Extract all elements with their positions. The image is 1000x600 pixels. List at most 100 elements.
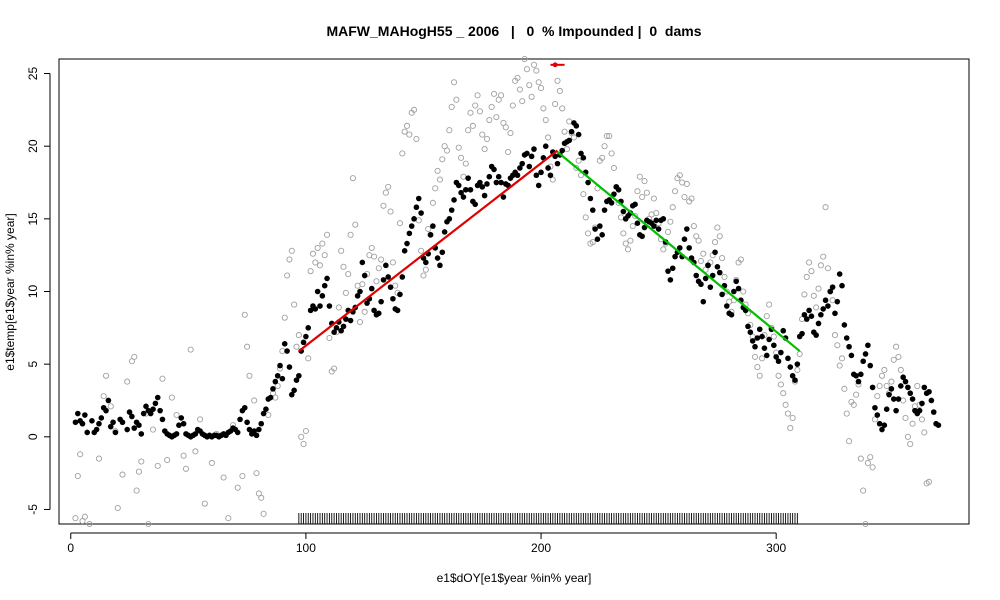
grey-point <box>288 247 295 254</box>
black-point <box>655 226 662 232</box>
grey-point <box>542 116 549 124</box>
grey-point <box>857 455 864 462</box>
grey-point <box>526 82 533 89</box>
black-point <box>401 248 408 254</box>
grey-point-series <box>72 55 933 528</box>
black-point <box>806 307 812 314</box>
black-point <box>719 291 725 298</box>
grey-point <box>653 209 660 217</box>
grey-point <box>690 223 697 230</box>
black-point <box>277 362 283 369</box>
black-point <box>448 207 455 213</box>
black-point <box>430 223 436 229</box>
black-point <box>451 197 457 203</box>
grey-point <box>239 472 246 480</box>
grey-point <box>168 394 175 401</box>
grey-point <box>359 281 366 288</box>
black-point <box>834 298 841 305</box>
black-point <box>686 245 692 251</box>
grey-point <box>843 410 850 417</box>
black-point <box>413 204 420 211</box>
grey-point <box>878 372 886 379</box>
black-point <box>293 377 300 383</box>
grey-point <box>716 233 723 240</box>
black-point <box>434 255 441 261</box>
grey-point <box>74 472 81 480</box>
black-point <box>131 425 138 431</box>
black-point <box>573 123 580 129</box>
grey-point <box>502 124 509 131</box>
grey-point <box>349 175 356 182</box>
black-point <box>528 153 535 160</box>
black-point <box>808 313 815 320</box>
black-point <box>79 420 86 427</box>
black-point <box>321 282 328 289</box>
grey-point <box>874 393 881 400</box>
black-point <box>632 201 638 208</box>
black-point <box>340 323 347 330</box>
black-point <box>862 351 869 357</box>
grey-point <box>316 262 324 269</box>
black-point <box>140 410 147 417</box>
grey-point <box>610 164 617 172</box>
grey-point <box>182 465 190 472</box>
grey-point <box>890 356 897 363</box>
black-point <box>731 288 737 295</box>
grey-point <box>787 425 794 432</box>
grey-point <box>575 157 582 164</box>
grey-point <box>869 464 876 471</box>
black-point <box>916 407 923 414</box>
grey-point <box>486 116 493 124</box>
black-point <box>759 333 765 340</box>
grey-point <box>902 414 909 421</box>
black-point <box>446 216 453 222</box>
grey-point <box>721 273 728 281</box>
black-point <box>173 431 180 437</box>
grey-point <box>373 278 380 285</box>
black-point <box>771 342 777 349</box>
black-point <box>848 352 855 359</box>
black-point <box>103 407 109 414</box>
black-point <box>660 216 667 222</box>
grey-point <box>754 364 761 371</box>
x-tick-label: 200 <box>531 541 551 555</box>
grey-point <box>528 93 535 100</box>
black-point <box>359 259 366 266</box>
grey-point <box>634 188 641 195</box>
grey-point <box>324 231 331 238</box>
black-point <box>653 217 660 224</box>
grey-point <box>490 90 498 97</box>
grey-point <box>434 167 441 174</box>
black-point <box>176 422 182 428</box>
black-point <box>907 390 914 397</box>
black-point <box>876 420 883 427</box>
grey-point <box>801 291 808 298</box>
black-point <box>157 407 163 414</box>
black-point <box>780 327 787 334</box>
trend-lines <box>298 149 801 352</box>
grey-point <box>559 105 566 112</box>
grey-point <box>274 382 281 390</box>
black-point <box>905 384 911 391</box>
black-point <box>855 378 862 385</box>
black-point <box>178 415 185 421</box>
grey-point <box>246 372 253 379</box>
black-point <box>291 387 297 394</box>
black-point <box>615 186 622 193</box>
black-point <box>82 412 88 418</box>
black-point <box>872 404 878 411</box>
grey-point <box>540 105 547 112</box>
plot-frame <box>58 58 970 525</box>
black-point <box>928 397 935 404</box>
black-point <box>735 285 742 292</box>
grey-point <box>418 247 425 254</box>
black-point <box>437 262 443 269</box>
grey-point <box>660 246 667 253</box>
grey-point <box>681 193 688 201</box>
grey-point <box>535 79 542 86</box>
grey-point <box>114 504 121 512</box>
grey-point <box>253 470 260 477</box>
black-point <box>684 226 690 232</box>
black-point <box>766 336 772 343</box>
grey-point <box>399 150 406 157</box>
